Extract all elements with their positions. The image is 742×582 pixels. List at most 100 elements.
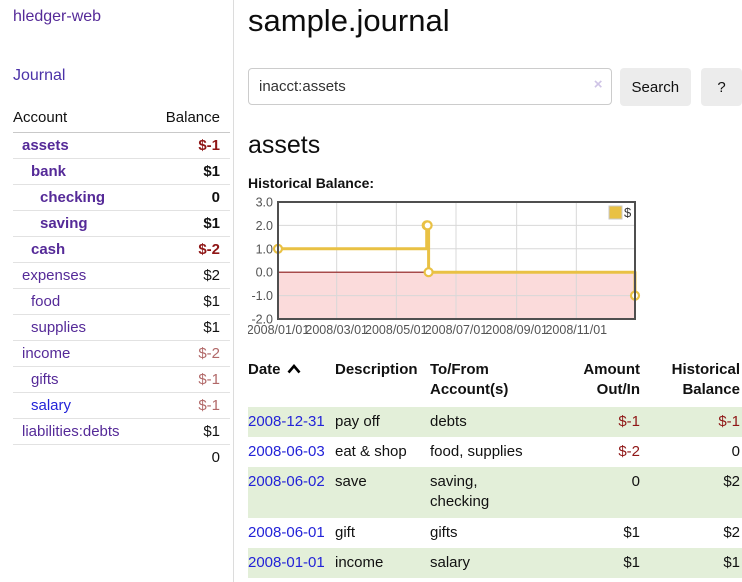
svg-text:2008/11/01: 2008/11/01: [545, 323, 607, 337]
account-balance: $-2: [148, 340, 230, 367]
transaction-accounts: gifts: [430, 523, 458, 541]
transaction-amount: $1: [548, 547, 642, 578]
main-content: sample.journal × Search ? assets Histori…: [247, 0, 742, 578]
account-balance: $1: [148, 314, 230, 341]
svg-text:2008/01/01: 2008/01/01: [248, 323, 309, 337]
transaction-accounts: salary: [430, 547, 548, 578]
account-link-checking[interactable]: checking: [40, 189, 106, 206]
register-header-accounts: To/From Account(s): [430, 361, 509, 399]
svg-text:$: $: [624, 205, 632, 220]
svg-text:-2.0: -2.0: [251, 313, 273, 327]
transaction-balance: $1: [642, 547, 742, 578]
transaction-balance: 0: [731, 442, 740, 460]
transaction-date-link[interactable]: 2008-06-03: [248, 442, 325, 460]
account-row: food $1: [13, 288, 230, 315]
sidebar: hledger-web Journal Account Balance asse…: [0, 0, 234, 582]
transaction-date-link[interactable]: 2008-06-02: [248, 473, 325, 490]
transaction-balance: $2: [723, 523, 740, 541]
nav-journal-link[interactable]: Journal: [13, 67, 66, 84]
register-header-amount: Amount Out/In: [583, 361, 640, 399]
account-heading: assets: [248, 131, 321, 159]
transaction-row: 2008-06-02 save saving, checking 0 $2: [248, 467, 742, 518]
transaction-amount: $1: [623, 523, 640, 541]
account-row: gifts $-1: [13, 366, 230, 393]
register-header-balance: Historical Balance: [671, 361, 740, 399]
transaction-date-link[interactable]: 2008-12-31: [248, 412, 325, 430]
register-table: Date Description To/From Account(s) Amou…: [248, 358, 742, 578]
account-balance: $1: [148, 158, 230, 185]
transaction-row: 2008-12-31 pay off debts $-1 $-1: [248, 406, 742, 437]
account-link-cash[interactable]: cash: [31, 241, 66, 258]
transaction-description: save: [335, 467, 430, 518]
svg-text:2008/09/01: 2008/09/01: [485, 323, 548, 337]
account-link-income[interactable]: income: [22, 345, 71, 362]
sort-ascending-icon: [287, 363, 301, 374]
svg-text:2.0: 2.0: [256, 219, 273, 233]
account-balance: $-2: [148, 236, 230, 263]
transaction-description: gift: [335, 523, 356, 541]
transaction-balance: $-1: [642, 406, 742, 437]
account-link-gifts[interactable]: gifts: [31, 371, 59, 388]
transaction-accounts: saving, checking: [430, 467, 548, 518]
svg-text:1.0: 1.0: [256, 242, 273, 256]
account-balance: $-1: [148, 132, 230, 159]
svg-text:2008/05/01: 2008/05/01: [365, 323, 428, 337]
transaction-row: 2008-06-03 eat & shop food, supplies $-2…: [248, 437, 742, 467]
account-row: income $-2: [13, 340, 230, 367]
transaction-description: eat & shop: [335, 442, 407, 460]
svg-text:3.0: 3.0: [256, 196, 273, 210]
svg-text:-1.0: -1.0: [251, 289, 273, 303]
account-row: salary $-1: [13, 392, 230, 419]
account-row: checking 0: [13, 184, 230, 211]
accounts-table: Account Balance assets $-1 bank $1 check…: [13, 106, 230, 470]
account-row: bank $1: [13, 158, 230, 185]
account-balance: 0: [148, 184, 230, 211]
account-balance: $1: [148, 418, 230, 445]
transaction-amount: $-2: [618, 442, 640, 460]
transaction-accounts: food, supplies: [430, 442, 523, 460]
historical-balance-chart: $3.0 2.0 1.0 0.0 -1.0 -2.0 2008/01/01 2008/03/0…: [247, 196, 742, 341]
chart-title: Historical Balance:: [248, 175, 375, 191]
account-balance: $1: [148, 288, 230, 315]
transaction-row: 2008-06-01 gift gifts $1 $2: [248, 518, 742, 548]
transaction-balance: $2: [642, 467, 742, 518]
register-header-date[interactable]: Date: [248, 358, 335, 407]
search-button[interactable]: Search: [619, 68, 691, 106]
transaction-description: income: [335, 547, 430, 578]
account-link-liabilities-debts[interactable]: liabilities:debts: [22, 423, 120, 440]
transaction-amount: 0: [548, 467, 642, 518]
account-row: cash $-2: [13, 236, 230, 263]
account-balance: $-1: [148, 392, 230, 419]
search-form: × Search ?: [248, 68, 742, 106]
transaction-date-link[interactable]: 2008-06-01: [248, 523, 325, 541]
transaction-amount: $-1: [548, 406, 642, 437]
account-link-assets[interactable]: assets: [22, 137, 69, 154]
account-link-supplies[interactable]: supplies: [31, 319, 87, 336]
search-input[interactable]: [248, 68, 612, 105]
account-link-saving[interactable]: saving: [40, 215, 88, 232]
account-balance: $1: [148, 210, 230, 237]
brand-link[interactable]: hledger-web: [13, 8, 102, 25]
svg-text:2008/07/01: 2008/07/01: [425, 323, 488, 337]
account-balance: $-1: [148, 366, 230, 393]
svg-text:2008/03/01: 2008/03/01: [305, 323, 368, 337]
account-row: supplies $1: [13, 314, 230, 341]
help-button[interactable]: ?: [701, 68, 742, 106]
account-row: saving $1: [13, 210, 230, 237]
account-balance: $2: [148, 262, 230, 289]
transaction-accounts: debts: [430, 406, 548, 437]
clear-search-icon[interactable]: ×: [593, 76, 603, 93]
transaction-date-link[interactable]: 2008-01-01: [248, 553, 325, 571]
page-title: sample.journal: [248, 3, 450, 38]
transaction-row: 2008-01-01 income salary $1 $1: [248, 547, 742, 578]
accounts-header-account: Account: [13, 106, 149, 133]
transaction-description: pay off: [335, 406, 430, 437]
account-link-bank[interactable]: bank: [31, 163, 67, 180]
account-row: expenses $2: [13, 262, 230, 289]
account-link-food[interactable]: food: [31, 293, 61, 310]
account-link-salary[interactable]: salary: [31, 397, 72, 414]
accounts-header-balance: Balance: [148, 106, 230, 133]
register-header-description: Description: [335, 361, 418, 378]
account-link-expenses[interactable]: expenses: [22, 267, 87, 284]
account-row: liabilities:debts $1: [13, 418, 230, 445]
